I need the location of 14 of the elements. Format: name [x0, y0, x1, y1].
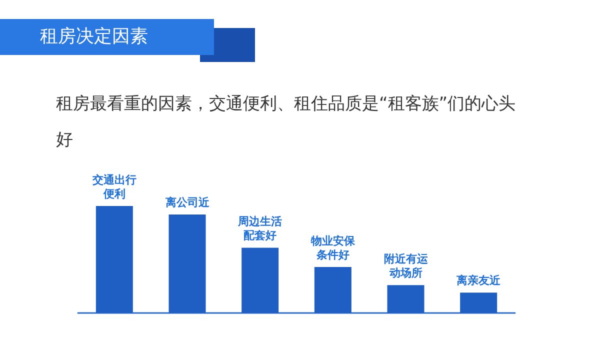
- x-tick-label: 附近有运动场所: [384, 252, 429, 280]
- x-tick-label: 物业安保条件好: [310, 234, 356, 262]
- bar: [387, 285, 424, 313]
- x-tick-label: 离亲友近: [456, 274, 502, 288]
- bar: [242, 248, 279, 313]
- x-tick-label: 交通出行便利: [91, 174, 136, 200]
- x-tick-label: 离公司近: [164, 196, 210, 210]
- x-tick-label: 周边生活配套好: [237, 215, 282, 242]
- bar: [168, 214, 206, 313]
- chart-title: 租房决定因素: [0, 19, 214, 55]
- bar: [314, 266, 352, 313]
- chart-subtitle: 租房最看重的因素，交通便利、租住品质是“租客族”们的心头好: [56, 93, 517, 152]
- bar: [460, 292, 498, 313]
- bar: [96, 206, 133, 313]
